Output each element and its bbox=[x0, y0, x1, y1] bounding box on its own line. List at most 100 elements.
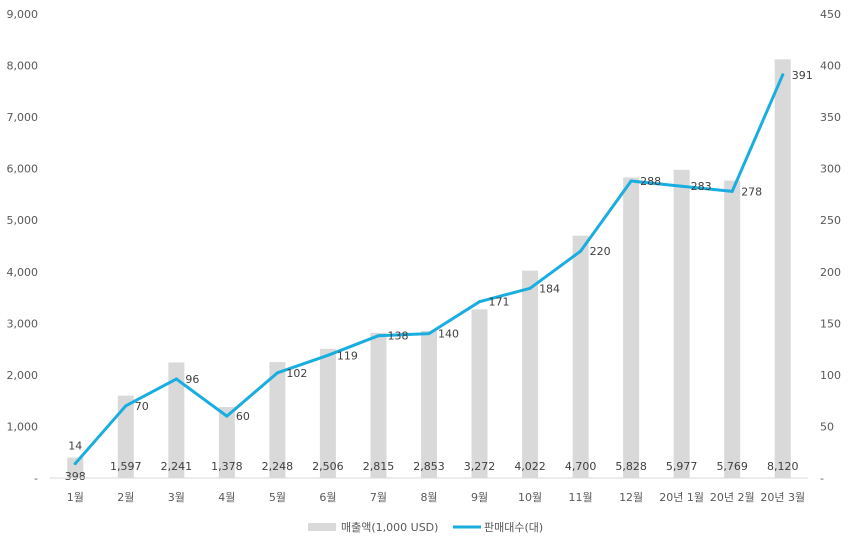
x-tick-label-8: 8월 bbox=[420, 491, 437, 504]
x-tick-label-11: 11월 bbox=[569, 491, 593, 504]
y-left-tick-label-9: 8,000 bbox=[7, 60, 39, 73]
y-right-tick-label-4: 150 bbox=[820, 317, 841, 330]
bar-value-label-2: 1,597 bbox=[110, 460, 142, 473]
bar-7 bbox=[370, 332, 387, 478]
bar-13 bbox=[673, 169, 690, 478]
y-left-tick-label-4: 3,000 bbox=[7, 317, 39, 330]
line-point-10 bbox=[528, 286, 532, 290]
bar-value-label-6: 2,506 bbox=[312, 460, 344, 473]
y-left-tick-label-3: 2,000 bbox=[7, 369, 39, 382]
bar-4 bbox=[218, 406, 235, 478]
line-point-11 bbox=[579, 249, 583, 253]
bar-value-label-3: 2,241 bbox=[161, 460, 193, 473]
line-value-label-5: 102 bbox=[286, 367, 307, 380]
line-value-label-3: 96 bbox=[185, 373, 199, 386]
legend: 매출액(1,000 USD) 판매대수(대) bbox=[308, 521, 543, 534]
bar-9 bbox=[471, 309, 488, 478]
legend-bar-swatch bbox=[308, 523, 336, 531]
line-point-14 bbox=[730, 189, 734, 193]
x-tick-label-6: 6월 bbox=[319, 491, 336, 504]
line-point-4 bbox=[225, 414, 229, 418]
line-series bbox=[73, 73, 785, 466]
legend-label-units: 판매대수(대) bbox=[484, 521, 543, 534]
x-tick-label-2: 2월 bbox=[117, 491, 134, 504]
y-right-tick-label-3: 100 bbox=[820, 369, 841, 382]
bar-value-label-9: 3,272 bbox=[464, 460, 496, 473]
bar-11 bbox=[572, 235, 589, 478]
x-tick-label-1: 1월 bbox=[67, 491, 84, 504]
line-point-7 bbox=[376, 334, 380, 338]
y-right-tick-label-9: 400 bbox=[820, 60, 841, 73]
bar-3 bbox=[168, 362, 185, 478]
line-point-12 bbox=[629, 179, 633, 183]
line-point-15 bbox=[781, 73, 785, 77]
line-point-2 bbox=[124, 404, 128, 408]
x-tick-label-14: 20년 2월 bbox=[710, 491, 755, 504]
line-value-label-8: 140 bbox=[438, 328, 459, 341]
y-left-tick-label-8: 7,000 bbox=[7, 111, 39, 124]
bar-15 bbox=[774, 59, 791, 478]
bar-value-label-15: 8,120 bbox=[767, 460, 799, 473]
y-right-tick-label-10: 450 bbox=[820, 8, 841, 21]
line-value-label-7: 138 bbox=[387, 330, 408, 343]
bar-value-label-13: 5,977 bbox=[666, 460, 698, 473]
line-point-3 bbox=[174, 377, 178, 381]
x-tick-label-10: 10월 bbox=[518, 491, 542, 504]
y-right-tick-label-6: 250 bbox=[820, 214, 841, 227]
line-value-label-4: 60 bbox=[236, 410, 250, 423]
bar-value-label-4: 1,378 bbox=[211, 460, 243, 473]
x-tick-label-4: 4월 bbox=[218, 491, 235, 504]
bar-value-label-11: 4,700 bbox=[565, 460, 597, 473]
bar-value-label-8: 2,853 bbox=[413, 460, 445, 473]
data-labels: 398 1,597 2,241 1,378 2,248 2,506 2,815 2,853 3,… bbox=[65, 69, 813, 483]
bar-5 bbox=[269, 362, 286, 478]
line-value-label-14: 278 bbox=[741, 185, 762, 198]
y-left-tick-label-1: - bbox=[34, 472, 38, 485]
axes: - 1,000 2,000 3,000 4,000 5,000 6,000 7,000 8,00… bbox=[7, 8, 842, 504]
line-value-label-9: 171 bbox=[489, 296, 510, 309]
y-left-tick-label-5: 4,000 bbox=[7, 266, 39, 279]
bar-value-label-1: 398 bbox=[65, 470, 86, 483]
bar-2 bbox=[117, 395, 134, 478]
line-value-label-15: 391 bbox=[792, 69, 813, 82]
x-tick-label-3: 3월 bbox=[168, 491, 185, 504]
line-point-5 bbox=[275, 371, 279, 375]
legend-label-sales: 매출액(1,000 USD) bbox=[341, 521, 438, 534]
line-value-label-6: 119 bbox=[337, 349, 358, 362]
bar-value-label-14: 5,769 bbox=[716, 460, 748, 473]
bar-8 bbox=[421, 330, 437, 478]
line-point-8 bbox=[427, 332, 431, 336]
y-left-tick-label-2: 1,000 bbox=[7, 420, 39, 433]
line-value-label-2: 70 bbox=[135, 400, 149, 413]
x-tick-label-5: 5월 bbox=[269, 491, 286, 504]
y-right-tick-label-5: 200 bbox=[820, 266, 841, 279]
x-tick-label-12: 12월 bbox=[619, 491, 643, 504]
line-value-label-12: 288 bbox=[640, 175, 661, 188]
line-value-label-13: 283 bbox=[691, 180, 712, 193]
x-tick-label-13: 20년 1월 bbox=[659, 491, 704, 504]
y-right-tick-label-7: 300 bbox=[820, 163, 841, 176]
bar-6 bbox=[319, 348, 336, 478]
bar-value-label-5: 2,248 bbox=[262, 460, 294, 473]
bar-value-label-12: 5,828 bbox=[615, 460, 647, 473]
line-value-label-10: 184 bbox=[539, 282, 560, 295]
y-left-tick-label-10: 9,000 bbox=[7, 8, 39, 21]
bar-12 bbox=[623, 177, 640, 478]
line-point-9 bbox=[478, 300, 482, 304]
y-left-tick-label-6: 5,000 bbox=[7, 214, 39, 227]
y-left-tick-label-7: 6,000 bbox=[7, 163, 39, 176]
bar-value-label-10: 4,022 bbox=[514, 460, 546, 473]
y-right-tick-label-1: - bbox=[820, 472, 824, 485]
bar-1 bbox=[67, 457, 84, 478]
x-tick-label-15: 20년 3월 bbox=[760, 491, 805, 504]
line-point-13 bbox=[680, 184, 684, 188]
line-point-1 bbox=[73, 462, 77, 466]
line-point-6 bbox=[326, 353, 330, 357]
bar-10 bbox=[522, 270, 539, 478]
x-tick-label-7: 7월 bbox=[370, 491, 387, 504]
line-value-label-11: 220 bbox=[590, 245, 611, 258]
line-value-label-1: 14 bbox=[68, 440, 82, 453]
bar-14 bbox=[724, 180, 741, 479]
